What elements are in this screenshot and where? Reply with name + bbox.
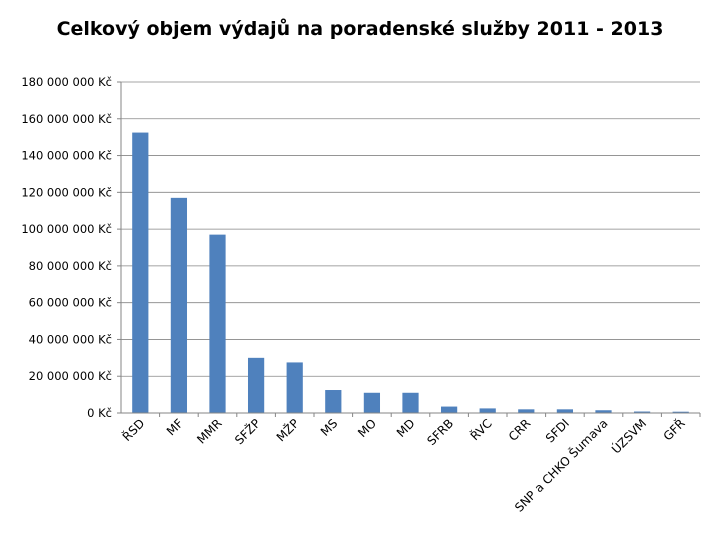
x-tick-label: ŘVC: [467, 416, 495, 444]
y-tick-label: 140 000 000 Kč: [21, 149, 112, 163]
y-tick-label: 100 000 000 Kč: [21, 222, 112, 236]
bar: [325, 390, 342, 413]
y-tick-labels: 0 Kč 20 000 000 Kč 40 000 000 Kč 60 000 000…: [21, 75, 112, 420]
y-tick-label: 20 000 000 Kč: [29, 369, 112, 383]
bars: [132, 132, 689, 413]
bar: [247, 357, 265, 413]
bar: [440, 406, 458, 413]
bar: [518, 409, 535, 413]
x-tick-label: MS: [318, 416, 341, 439]
y-tick-label: 0 Kč: [87, 406, 112, 420]
bar: [633, 411, 651, 413]
x-tick-label: MD: [394, 416, 418, 440]
x-tick-label: SFDI: [543, 416, 572, 445]
x-tick-label: SFRB: [424, 416, 456, 448]
y-tick-label: 60 000 000 Kč: [29, 296, 112, 310]
bar: [170, 197, 188, 413]
y-tick-label: 120 000 000 Kč: [21, 185, 112, 199]
bar: [595, 410, 612, 413]
bar: [363, 392, 381, 413]
bar: [402, 392, 419, 413]
bar: [556, 409, 574, 413]
bar: [479, 408, 496, 413]
x-tick-label: MŽP: [273, 416, 302, 445]
x-tick-label: CRR: [506, 416, 534, 444]
bar: [209, 234, 226, 413]
y-tick-label: 160 000 000 Kč: [21, 112, 112, 126]
axes: [117, 81, 701, 417]
bar: [132, 132, 149, 413]
y-tick-label: 40 000 000 Kč: [29, 332, 112, 346]
x-tick-label: SFŽP: [231, 416, 263, 448]
x-tick-label: ÚZSVM: [608, 416, 649, 457]
y-tick-label: 80 000 000 Kč: [29, 259, 112, 273]
grid-lines: [121, 81, 700, 377]
x-tick-label: MMR: [194, 416, 224, 446]
x-tick-label: MF: [164, 416, 186, 438]
x-tick-label: ŘSD: [119, 416, 147, 444]
y-tick-label: 180 000 000 Kč: [21, 75, 112, 89]
chart-title: Celkový objem výdajů na poradenské služb…: [56, 18, 664, 40]
x-tick-label: GFŘ: [660, 416, 688, 444]
x-tick-label: MO: [355, 416, 379, 440]
bar: [672, 411, 689, 413]
bar: [286, 362, 303, 413]
